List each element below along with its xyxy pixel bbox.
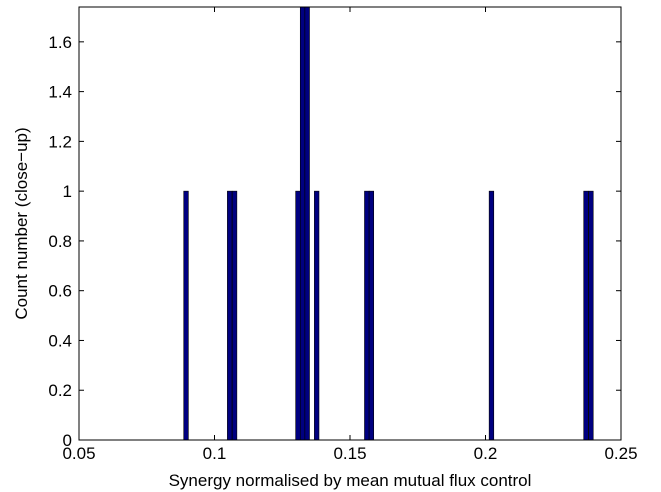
histogram-bar bbox=[583, 190, 589, 441]
y-tick-label: 0.4 bbox=[48, 331, 72, 350]
x-axis-label: Synergy normalised by mean mutual flux c… bbox=[169, 471, 532, 490]
x-tick-label: 0.25 bbox=[604, 444, 637, 463]
histogram-bar bbox=[295, 190, 301, 441]
y-tick-label: 1.6 bbox=[48, 33, 72, 52]
y-tick-label: 1 bbox=[63, 182, 72, 201]
y-tick-label: 0.6 bbox=[48, 282, 72, 301]
histogram-bar bbox=[231, 190, 238, 441]
histogram-bar bbox=[488, 190, 495, 441]
y-tick-label: 0.8 bbox=[48, 232, 72, 251]
y-tick-label: 1.2 bbox=[48, 132, 72, 151]
histogram-bar bbox=[304, 6, 310, 441]
x-tick-label: 0.05 bbox=[62, 444, 95, 463]
histogram-bar bbox=[588, 190, 594, 441]
x-tick-label: 0.15 bbox=[333, 444, 366, 463]
x-tick-label: 0.2 bbox=[474, 444, 498, 463]
histogram-bar bbox=[368, 190, 375, 441]
ticks-layer: 0.05 0.1 0.15 0.2 0.25 0 0.2 0.4 0.6 0.8 1 1.2 1.4 1.… bbox=[48, 7, 638, 463]
histogram-bar bbox=[299, 6, 306, 441]
y-tick-label: 0.2 bbox=[48, 381, 72, 400]
y-axis-label: Count number (close−up) bbox=[12, 127, 31, 319]
y-tick-label: 0 bbox=[63, 431, 72, 450]
histogram-bar bbox=[364, 190, 370, 441]
x-tick-label: 0.1 bbox=[203, 444, 227, 463]
histogram-bar bbox=[227, 190, 233, 441]
y-tick-label: 1.4 bbox=[48, 83, 72, 102]
plot-frame bbox=[78, 6, 622, 441]
bars-layer bbox=[183, 6, 594, 441]
histogram-bar bbox=[314, 190, 320, 441]
histogram-bar bbox=[183, 190, 189, 441]
